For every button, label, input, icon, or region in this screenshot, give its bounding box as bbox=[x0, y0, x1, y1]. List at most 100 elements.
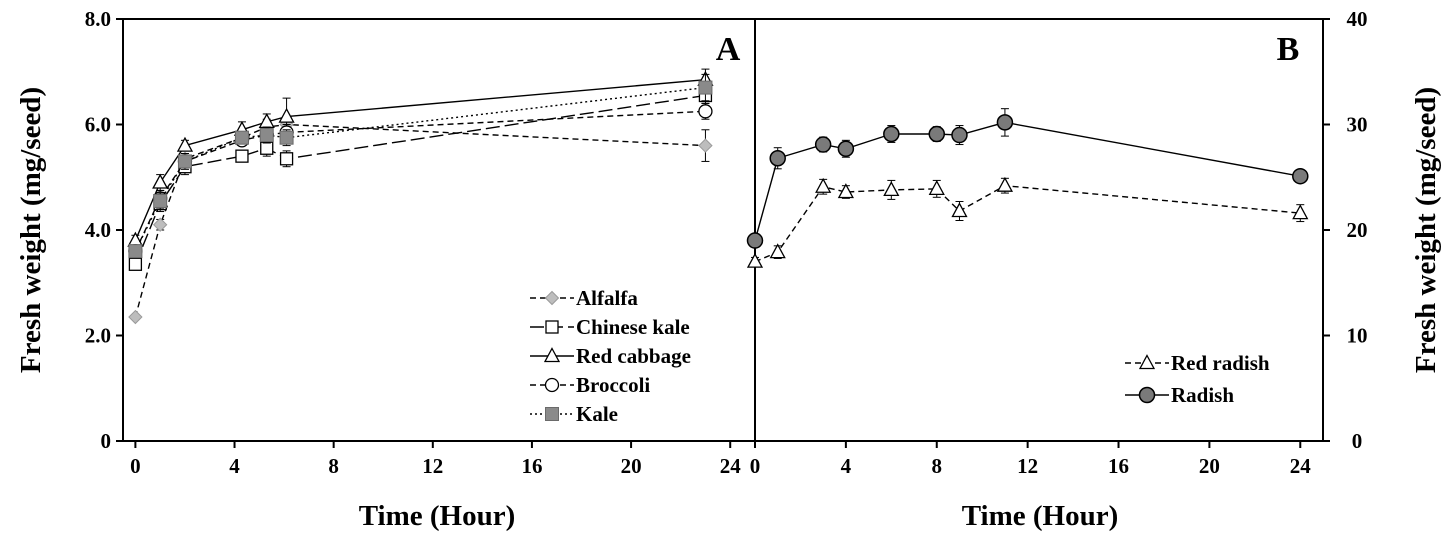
panel-b-x-tick-label: 8 bbox=[932, 454, 943, 478]
legend-chinese-kale-marker bbox=[545, 320, 559, 334]
panel-a-y-tick-label: 6.0 bbox=[85, 113, 111, 137]
panel-a-y-tick-label: 2.0 bbox=[85, 324, 111, 348]
legend-red-radish-marker bbox=[1138, 354, 1156, 370]
panel-a-series bbox=[127, 68, 714, 325]
red-cabbage-point bbox=[152, 173, 169, 189]
panel-a-label: A bbox=[716, 31, 741, 68]
panel-b-y-tick-label: 20 bbox=[1347, 218, 1368, 242]
kale-line bbox=[134, 86, 706, 252]
legend-chinese-kale-label: Chinese kale bbox=[576, 315, 690, 339]
chinese-kale-point bbox=[279, 152, 294, 166]
red-radish-point bbox=[746, 252, 764, 268]
panel-b-label: B bbox=[1277, 31, 1300, 68]
chinese-kale-line bbox=[134, 94, 706, 265]
panel-a-ticks: 0 4 8 12 16 20 24 0 2.0 4.0 6.0 8.0 bbox=[85, 7, 741, 478]
panel-b-x-tick-label: 24 bbox=[1290, 454, 1312, 478]
radish-point bbox=[996, 114, 1014, 131]
panel-a-y-tick-label: 8.0 bbox=[85, 7, 111, 31]
panel-a-y-tick-label: 4.0 bbox=[85, 218, 111, 242]
series-red-cabbage bbox=[127, 68, 714, 247]
alfalfa-point bbox=[698, 138, 713, 153]
legend-broccoli-label: Broccoli bbox=[576, 373, 650, 397]
panel-b-y-tick-label: 40 bbox=[1347, 7, 1368, 31]
chinese-kale-point bbox=[128, 257, 143, 271]
legend-kale-marker bbox=[545, 407, 559, 421]
panel-b: B Time (Hour) Fresh weight (mg/seed) 0 4 8… bbox=[746, 7, 1442, 532]
series-chinese-kale bbox=[128, 87, 713, 271]
radish-point bbox=[951, 126, 968, 144]
red-radish-point bbox=[951, 202, 968, 218]
broccoli-line bbox=[134, 110, 706, 252]
kale-point bbox=[128, 244, 143, 259]
kale-point bbox=[234, 130, 249, 145]
radish-point bbox=[769, 150, 786, 167]
legend-kale-label: Kale bbox=[576, 402, 618, 426]
panel-a-x-tick-label: 0 bbox=[130, 454, 141, 478]
legend-radish-marker bbox=[1138, 386, 1156, 404]
panel-a-legend: Alfalfa Chinese kale Red cabbage Broccoli Ka… bbox=[530, 286, 691, 426]
red-radish-point bbox=[837, 183, 854, 199]
chinese-kale-point bbox=[260, 141, 274, 155]
panel-a-x-axis-title: Time (Hour) bbox=[359, 500, 516, 532]
panel-b-y-tick-label: 10 bbox=[1347, 324, 1368, 348]
red-radish-point bbox=[815, 177, 832, 193]
radish-point bbox=[837, 140, 855, 158]
panel-b-x-tick-label: 20 bbox=[1199, 454, 1220, 478]
red-radish-line bbox=[754, 184, 1301, 263]
series-radish bbox=[746, 108, 1309, 249]
panel-b-ticks: 0 4 8 12 16 20 24 0 10 20 30 40 bbox=[750, 7, 1368, 478]
broccoli-point bbox=[698, 104, 713, 119]
chinese-kale-point bbox=[235, 149, 249, 163]
radish-point bbox=[746, 232, 764, 249]
legend-red-radish-label: Red radish bbox=[1171, 351, 1270, 375]
legend-alfalfa-marker bbox=[544, 290, 560, 306]
panel-b-y-axis-title: Fresh weight (mg/seed) bbox=[1410, 87, 1442, 373]
kale-point bbox=[153, 193, 168, 208]
panel-b-y-tick-label: 0 bbox=[1352, 429, 1363, 453]
panel-a-x-tick-label: 4 bbox=[229, 454, 240, 478]
panel-b-x-tick-label: 16 bbox=[1108, 454, 1129, 478]
radish-point bbox=[814, 136, 832, 153]
radish-point bbox=[883, 125, 900, 143]
legend-red-cabbage-label: Red cabbage bbox=[576, 344, 691, 368]
panel-b-x-axis-title: Time (Hour) bbox=[962, 500, 1119, 532]
kale-point bbox=[698, 80, 713, 95]
alfalfa-point bbox=[152, 217, 168, 232]
panel-b-plot-area bbox=[754, 18, 1324, 442]
panel-a-plot-area bbox=[122, 18, 756, 442]
radish-point bbox=[1292, 167, 1309, 185]
red-radish-point bbox=[769, 243, 786, 259]
radish-line bbox=[754, 121, 1301, 241]
panel-a-x-tick-label: 8 bbox=[328, 454, 339, 478]
panel-b-x-tick-label: 12 bbox=[1017, 454, 1038, 478]
legend-broccoli-marker bbox=[544, 377, 560, 393]
panel-b-legend: Red radish Radish bbox=[1125, 351, 1270, 407]
panel-a-y-axis-title: Fresh weight (mg/seed) bbox=[15, 87, 47, 373]
panel-b-x-tick-label: 0 bbox=[750, 454, 761, 478]
panel-a-x-tick-label: 12 bbox=[422, 454, 443, 478]
panel-b-series bbox=[746, 108, 1309, 268]
panel-b-y-tick-label: 30 bbox=[1347, 113, 1368, 137]
kale-point bbox=[279, 130, 294, 145]
legend-red-cabbage-marker bbox=[543, 347, 561, 363]
kale-point bbox=[259, 128, 274, 143]
radish-point bbox=[928, 125, 946, 143]
series-broccoli bbox=[128, 102, 713, 259]
series-kale bbox=[128, 73, 713, 259]
kale-point bbox=[177, 154, 192, 169]
series-red-radish bbox=[746, 176, 1309, 268]
red-radish-point bbox=[883, 181, 900, 197]
panel-a: A Time (Hour) Fresh weight (mg/seed) 0 4 8… bbox=[15, 7, 756, 532]
red-radish-point bbox=[996, 176, 1014, 192]
legend-radish-label: Radish bbox=[1171, 383, 1234, 407]
alfalfa-point bbox=[128, 309, 143, 325]
red-cabbage-point bbox=[176, 136, 194, 152]
legend-alfalfa-label: Alfalfa bbox=[576, 286, 638, 310]
panel-a-x-tick-label: 20 bbox=[621, 454, 642, 478]
panel-a-x-tick-label: 16 bbox=[521, 454, 542, 478]
panel-b-x-tick-label: 4 bbox=[841, 454, 852, 478]
red-radish-point bbox=[928, 179, 945, 196]
red-cabbage-point bbox=[278, 107, 295, 123]
red-radish-point bbox=[1292, 204, 1309, 220]
